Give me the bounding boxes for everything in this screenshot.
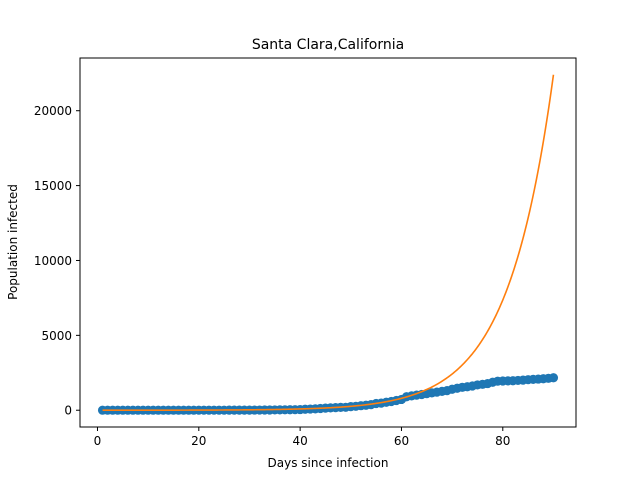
- fit-line: [102, 74, 555, 412]
- y-tick-label: 15000: [34, 179, 72, 193]
- chart-title: Santa Clara,California: [252, 37, 404, 53]
- y-tick-label: 20000: [34, 104, 72, 118]
- x-tick-label: 80: [495, 434, 510, 448]
- y-tick-label: 5000: [41, 329, 72, 343]
- y-tick-label: 0: [64, 404, 72, 418]
- x-tick-label: 20: [191, 434, 206, 448]
- x-tick-label: 0: [94, 434, 102, 448]
- plot-area: [97, 74, 559, 415]
- plot-frame: [79, 57, 577, 428]
- data-point: [548, 373, 559, 383]
- x-tick-label: 60: [394, 434, 409, 448]
- y-tick-label: 10000: [34, 254, 72, 268]
- x-axis-label: Days since infection: [268, 456, 389, 470]
- x-tick-label: 40: [292, 434, 307, 448]
- axis-ticks: 0 20 40 60 80 0 5000 10000 15000 20000: [34, 104, 511, 448]
- y-axis-label: Population infected: [6, 184, 20, 300]
